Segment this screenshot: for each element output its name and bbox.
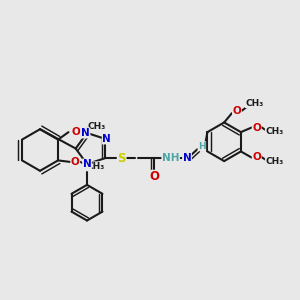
Text: CH₃: CH₃ [86, 162, 104, 171]
Text: O: O [232, 106, 241, 116]
Text: N: N [82, 159, 91, 169]
Text: O: O [252, 123, 261, 133]
Text: H: H [198, 142, 206, 151]
Text: N: N [183, 153, 191, 163]
Text: S: S [117, 152, 126, 165]
Text: CH₃: CH₃ [88, 122, 106, 131]
Text: CH₃: CH₃ [265, 157, 284, 166]
Text: N: N [102, 134, 111, 144]
Text: N: N [81, 128, 90, 138]
Text: CH₃: CH₃ [265, 127, 284, 136]
Text: O: O [71, 157, 80, 167]
Text: NH: NH [162, 153, 179, 163]
Text: O: O [71, 127, 80, 137]
Text: O: O [252, 152, 261, 162]
Text: CH₃: CH₃ [245, 99, 264, 108]
Text: O: O [149, 170, 159, 183]
